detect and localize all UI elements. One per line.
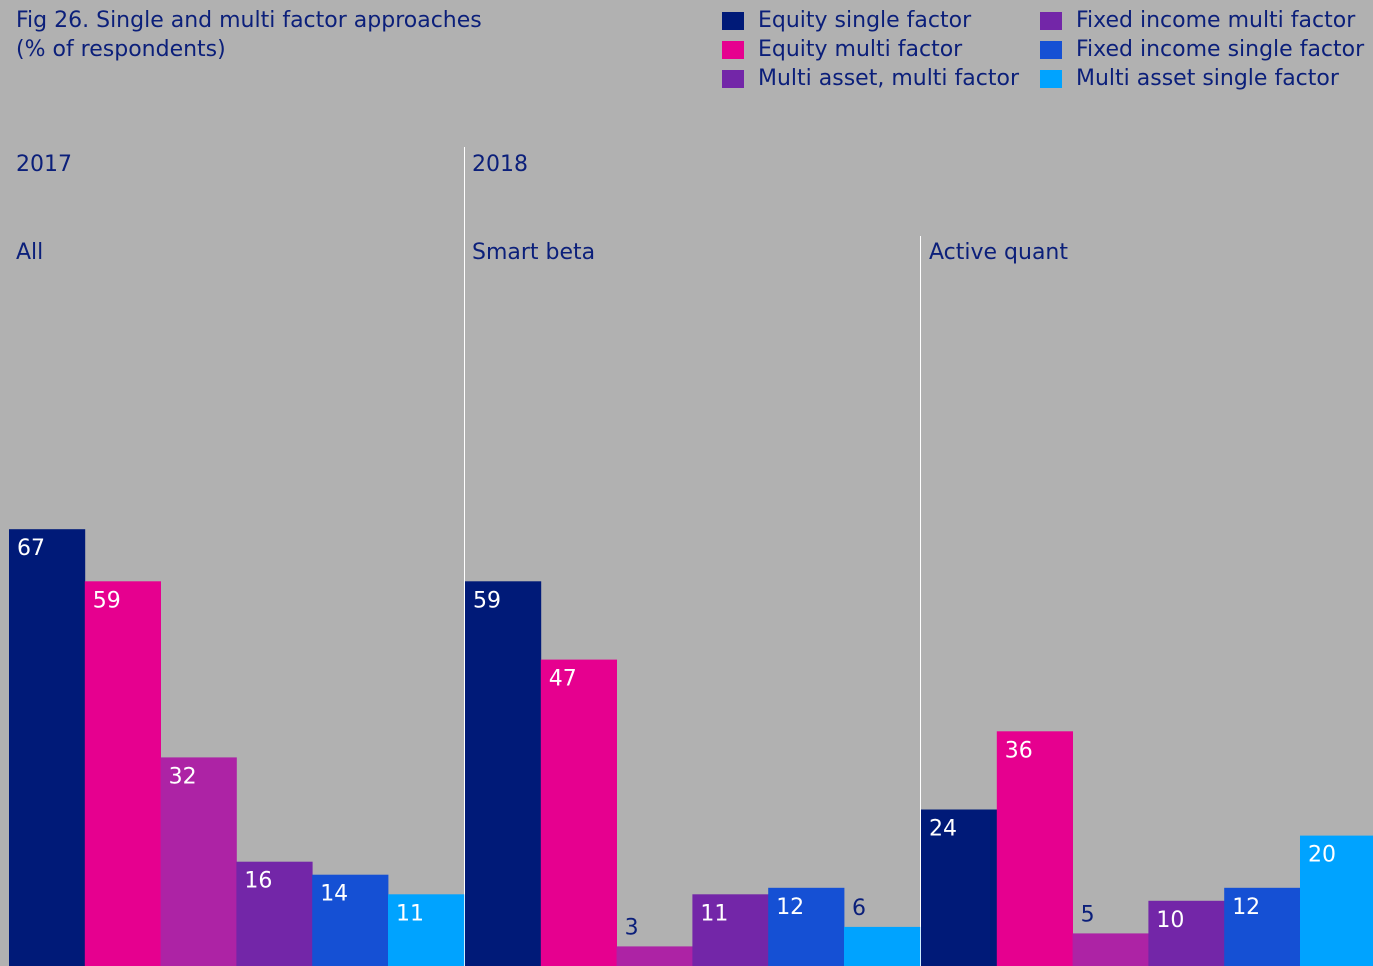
legend-swatch	[722, 11, 744, 30]
legend-label: Fixed income single factor	[1076, 37, 1365, 62]
bar-value-label: 3	[625, 915, 639, 940]
bar-value-label: 32	[169, 764, 197, 789]
legend-label: Equity multi factor	[758, 37, 963, 62]
legend-item-equity-single: Equity single factor	[722, 6, 1019, 35]
legend-label: Multi asset, multi factor	[758, 66, 1019, 91]
group-label-smart-beta: Smart beta	[472, 240, 596, 265]
legend-item-fixed-income-single: Fixed income single factor	[1040, 35, 1364, 64]
group-label-all: All	[16, 240, 44, 265]
bar-3-4	[1148, 900, 1225, 966]
bar-1-1	[9, 529, 86, 966]
bar-value-label: 5	[1081, 902, 1095, 927]
bar-value-label: 11	[396, 901, 424, 926]
bar-2-2	[540, 659, 617, 966]
bar-value-label: 12	[776, 895, 804, 920]
bar-2-5	[768, 887, 845, 966]
bar-value-label: 20	[1308, 843, 1336, 868]
bar-1-6	[388, 894, 465, 966]
bar-1-4	[236, 861, 313, 966]
legend-column-1: Equity single factor Equity multi factor…	[722, 6, 1019, 93]
legend-item-multi-asset-multi: Multi asset, multi factor	[722, 64, 1019, 93]
bar-value-label: 67	[17, 536, 45, 561]
bar-3-1	[921, 809, 998, 966]
legend-label: Equity single factor	[758, 8, 972, 33]
legend-label: Fixed income multi factor	[1076, 8, 1356, 33]
bar-value-label: 12	[1232, 895, 1260, 920]
bar-3-3	[1072, 933, 1149, 966]
bar-value-label: 36	[1005, 738, 1033, 763]
bar-value-label: 6	[852, 896, 866, 921]
legend-item-equity-multi: Equity multi factor	[722, 35, 1019, 64]
chart-title: Fig 26. Single and multi factor approach…	[16, 6, 482, 64]
bar-3-2	[996, 731, 1073, 966]
bar-value-label: 11	[700, 901, 728, 926]
bar-value-label: 14	[320, 882, 348, 907]
legend-label: Multi asset single factor	[1076, 66, 1339, 91]
bar-value-label: 59	[473, 588, 501, 613]
legend-swatch	[722, 40, 744, 59]
bar-2-4	[692, 894, 769, 966]
legend-swatch	[1040, 11, 1062, 30]
bar-1-3	[160, 757, 237, 966]
bar-2-3	[616, 946, 693, 966]
year-label-2017: 2017	[16, 152, 72, 177]
group-label-active-quant: Active quant	[929, 240, 1069, 265]
year-label-2018: 2018	[472, 152, 528, 177]
bar-3-6	[1300, 835, 1373, 966]
bar-1-5	[312, 874, 389, 966]
bar-2-6	[844, 926, 921, 966]
chart-title-line2: (% of respondents)	[16, 37, 226, 62]
chart-title-line1: Fig 26. Single and multi factor approach…	[16, 8, 482, 33]
bar-3-5	[1224, 887, 1301, 966]
legend-swatch	[1040, 40, 1062, 59]
bar-value-label: 47	[549, 667, 577, 692]
bar-value-label: 24	[929, 817, 957, 842]
legend-swatch	[722, 69, 744, 88]
bar-1-2	[84, 581, 161, 966]
bar-2-1	[465, 581, 542, 966]
legend-swatch	[1040, 69, 1062, 88]
legend-column-2: Fixed income multi factor Fixed income s…	[1040, 6, 1364, 93]
bar-value-label: 16	[244, 869, 272, 894]
legend-item-multi-asset-single: Multi asset single factor	[1040, 64, 1364, 93]
legend-item-fixed-income-multi: Fixed income multi factor	[1040, 6, 1364, 35]
bar-value-label: 10	[1156, 908, 1184, 933]
bar-value-label: 59	[93, 588, 121, 613]
